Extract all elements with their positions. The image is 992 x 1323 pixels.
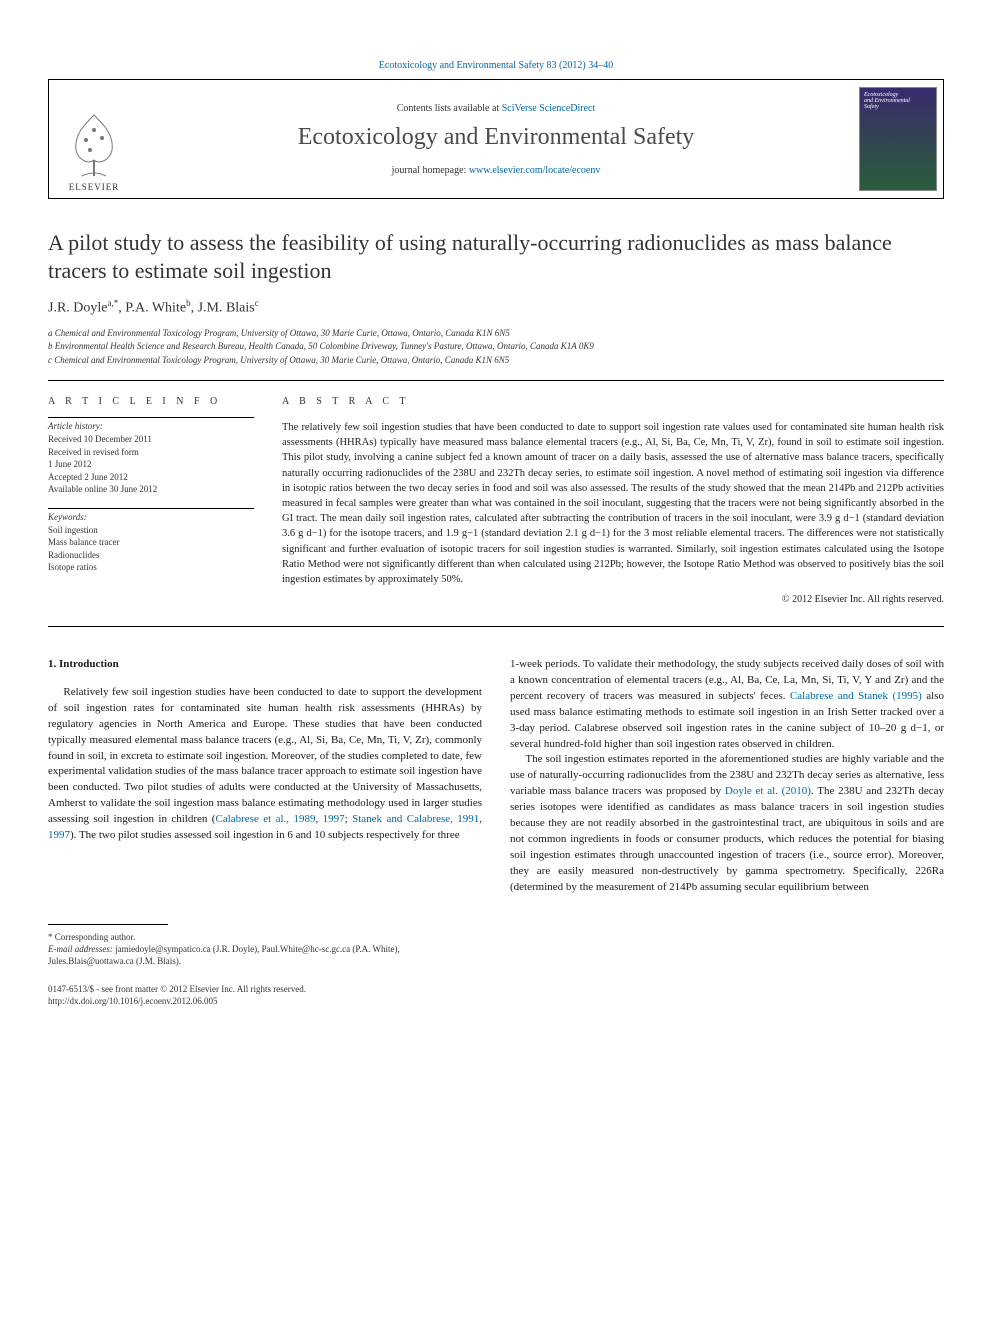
corresponding-author-note: * Corresponding author. xyxy=(48,931,478,943)
article-info-heading: A R T I C L E I N F O xyxy=(48,395,254,409)
email-label: E-mail addresses: xyxy=(48,944,113,954)
intro-paragraph-1: Relatively few soil ingestion studies ha… xyxy=(48,685,482,844)
elsevier-tree-icon xyxy=(64,110,124,180)
doi-line: http://dx.doi.org/10.1016/j.ecoenv.2012.… xyxy=(48,995,306,1007)
email-line: E-mail addresses: jamiedoyle@sympatico.c… xyxy=(48,943,478,967)
keyword-4: Isotope ratios xyxy=(48,561,254,574)
history-online: Available online 30 June 2012 xyxy=(48,483,254,496)
citation-calabrese-1989[interactable]: Calabrese et al., 1989 xyxy=(215,813,315,825)
intro-paragraph-2: The soil ingestion estimates reported in… xyxy=(510,752,944,895)
body-columns: 1. Introduction Relatively few soil inge… xyxy=(48,657,944,896)
cover-cell: Ecotoxicology and Environmental Safety xyxy=(853,80,943,198)
journal-cover-thumb: Ecotoxicology and Environmental Safety xyxy=(859,87,937,191)
author-3-sup: c xyxy=(255,298,259,308)
history-received: Received 10 December 2011 xyxy=(48,433,254,446)
author-3: , J.M. Blais xyxy=(191,301,255,316)
citation-doyle-2010[interactable]: Doyle et al. (2010) xyxy=(725,785,811,797)
affiliations-block: a Chemical and Environmental Toxicology … xyxy=(48,327,944,367)
article-title: A pilot study to assess the feasibility … xyxy=(48,229,944,284)
keywords-block: Keywords: Soil ingestion Mass balance tr… xyxy=(48,511,254,574)
body-column-left: 1. Introduction Relatively few soil inge… xyxy=(48,657,482,896)
affiliation-c: c Chemical and Environmental Toxicology … xyxy=(48,354,944,367)
citation-stanek-1997[interactable]: 1997 xyxy=(48,829,70,841)
footnote-rule xyxy=(48,924,168,925)
homepage-link[interactable]: www.elsevier.com/locate/ecoenv xyxy=(469,165,601,176)
author-1: J.R. Doyle xyxy=(48,301,108,316)
section-1-heading: 1. Introduction xyxy=(48,657,482,673)
contents-line: Contents lists available at SciVerse Sci… xyxy=(397,103,596,114)
history-revised-1: Received in revised form xyxy=(48,446,254,459)
abstract-copyright: © 2012 Elsevier Inc. All rights reserved… xyxy=(282,593,944,608)
history-label: Article history: xyxy=(48,420,254,433)
history-revised-2: 1 June 2012 xyxy=(48,458,254,471)
info-rule-2 xyxy=(48,508,254,509)
author-1-sup: a,* xyxy=(108,298,119,308)
body-column-right: 1-week periods. To validate their method… xyxy=(510,657,944,896)
keyword-2: Mass balance tracer xyxy=(48,536,254,549)
journal-header-box: ELSEVIER Contents lists available at Sci… xyxy=(48,79,944,199)
p2-text-b: . The 238U and 232Th decay series isotop… xyxy=(510,785,944,893)
abstract-text: The relatively few soil ingestion studie… xyxy=(282,420,944,587)
homepage-line: journal homepage: www.elsevier.com/locat… xyxy=(392,165,601,176)
header-center: Contents lists available at SciVerse Sci… xyxy=(139,80,853,198)
article-history-block: Article history: Received 10 December 20… xyxy=(48,420,254,496)
citation-calabrese-stanek-1995[interactable]: Calabrese and Stanek (1995) xyxy=(790,690,922,702)
keywords-label: Keywords: xyxy=(48,511,254,524)
info-abstract-row: A R T I C L E I N F O Article history: R… xyxy=(48,381,944,625)
footer-left: 0147-6513/$ - see front matter © 2012 El… xyxy=(48,983,306,1007)
keyword-1: Soil ingestion xyxy=(48,524,254,537)
author-2: , P.A. White xyxy=(118,301,186,316)
publisher-label: ELSEVIER xyxy=(69,182,120,192)
p1-text-b: ). The two pilot studies assessed soil i… xyxy=(70,829,460,841)
authors-line: J.R. Doylea,*, P.A. Whiteb, J.M. Blaisc xyxy=(48,298,944,317)
journal-reference-link[interactable]: Ecotoxicology and Environmental Safety 8… xyxy=(379,60,613,71)
citation-stanek-1991[interactable]: Stanek and Calabrese, 1991 xyxy=(352,813,479,825)
article-info-column: A R T I C L E I N F O Article history: R… xyxy=(48,395,254,607)
p1-sep3: , xyxy=(479,813,482,825)
footnotes-block: * Corresponding author. E-mail addresses… xyxy=(48,931,478,967)
issn-line: 0147-6513/$ - see front matter © 2012 El… xyxy=(48,983,306,995)
publisher-logo-cell: ELSEVIER xyxy=(49,80,139,198)
intro-paragraph-1-cont: 1-week periods. To validate their method… xyxy=(510,657,944,753)
sciencedirect-link[interactable]: SciVerse ScienceDirect xyxy=(502,103,596,114)
affiliation-a: a Chemical and Environmental Toxicology … xyxy=(48,327,944,340)
journal-reference-line: Ecotoxicology and Environmental Safety 8… xyxy=(48,60,944,71)
p1-sep2: ; xyxy=(345,813,352,825)
contents-prefix: Contents lists available at xyxy=(397,103,502,114)
p1-sep1: , xyxy=(315,813,322,825)
journal-title: Ecotoxicology and Environmental Safety xyxy=(298,124,695,151)
homepage-prefix: journal homepage: xyxy=(392,165,469,176)
keyword-3: Radionuclides xyxy=(48,549,254,562)
page-footer: 0147-6513/$ - see front matter © 2012 El… xyxy=(48,983,944,1007)
abstract-heading: A B S T R A C T xyxy=(282,395,944,410)
cover-text-3: Safety xyxy=(864,104,932,110)
rule-bottom xyxy=(48,626,944,627)
history-accepted: Accepted 2 June 2012 xyxy=(48,471,254,484)
info-rule-1 xyxy=(48,417,254,418)
affiliation-b: b Environmental Health Science and Resea… xyxy=(48,340,944,353)
citation-calabrese-1997[interactable]: 1997 xyxy=(323,813,345,825)
abstract-column: A B S T R A C T The relatively few soil … xyxy=(282,395,944,607)
p1-text-a: Relatively few soil ingestion studies ha… xyxy=(48,686,482,826)
